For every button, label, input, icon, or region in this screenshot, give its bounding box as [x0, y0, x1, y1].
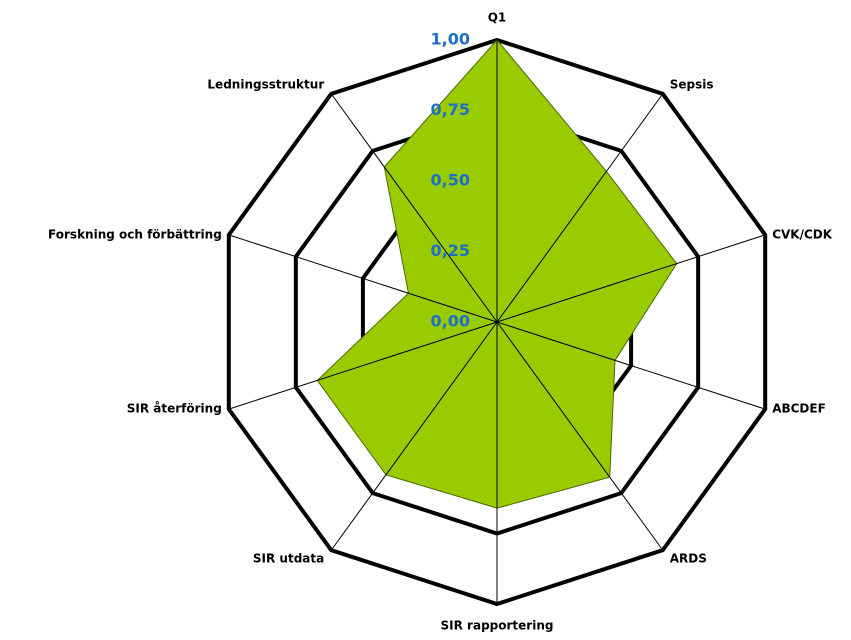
category-label: CVK/CDK: [772, 227, 833, 241]
category-label: ARDS: [670, 552, 707, 566]
tick-label: 1,00: [431, 30, 470, 49]
category-label: SIR återföring: [127, 402, 222, 416]
category-label: SIR rapportering: [441, 619, 554, 633]
spoke: [496, 321, 766, 410]
spoke: [496, 321, 664, 551]
category-label: Ledningsstruktur: [207, 77, 324, 91]
category-label: Q1: [488, 11, 507, 25]
tick-label: 0,75: [431, 100, 470, 119]
spoke: [496, 234, 766, 323]
category-label: Forskning och förbättring: [48, 227, 222, 241]
category-label: SIR utdata: [253, 552, 324, 566]
tick-label: 0,50: [431, 171, 470, 190]
spoke: [330, 321, 498, 551]
category-label: ABCDEF: [772, 402, 826, 416]
spoke: [496, 93, 664, 323]
tick-label: 0,00: [431, 312, 470, 331]
spoke: [330, 93, 498, 323]
tick-label: 0,25: [431, 241, 470, 260]
spoke: [228, 321, 498, 410]
category-label: Sepsis: [670, 77, 714, 91]
spoke: [228, 234, 498, 323]
